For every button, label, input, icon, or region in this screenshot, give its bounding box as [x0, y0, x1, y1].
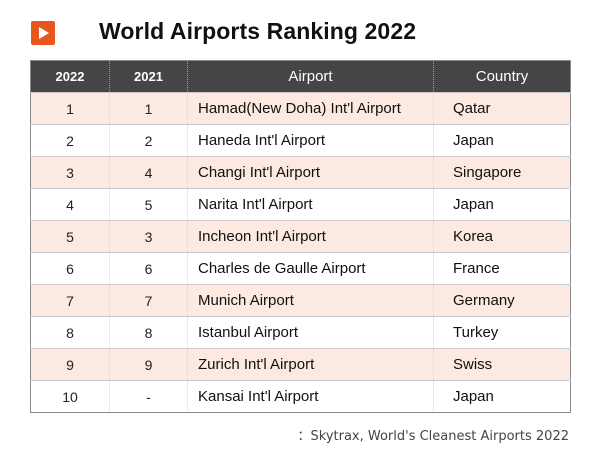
country-cell: Japan	[433, 124, 571, 157]
table-row: 9 9 Zurich Int'l Airport Swiss	[30, 348, 571, 381]
rank-2021-cell: 8	[109, 316, 188, 349]
airport-name-cell: Haneda Int'l Airport	[187, 124, 434, 157]
rank-2021-cell: 3	[109, 220, 188, 253]
rank-2021-cell: 7	[109, 284, 188, 317]
table-row: 8 8 Istanbul Airport Turkey	[30, 316, 571, 349]
rank-2021-cell: 4	[109, 156, 188, 189]
country-cell: Qatar	[433, 92, 571, 125]
rank-2022-cell: 9	[30, 348, 110, 381]
play-icon	[31, 21, 55, 45]
airport-name-cell: Charles de Gaulle Airport	[187, 252, 434, 285]
airport-name-cell: Zurich Int'l Airport	[187, 348, 434, 381]
country-cell: France	[433, 252, 571, 285]
airport-name-cell: Kansai Int'l Airport	[187, 380, 434, 413]
table-row: 5 3 Incheon Int'l Airport Korea	[30, 220, 571, 253]
rank-2022-cell: 8	[30, 316, 110, 349]
rank-2022-cell: 2	[30, 124, 110, 157]
table-row: 2 2 Haneda Int'l Airport Japan	[30, 124, 571, 157]
rank-2022-cell: 1	[30, 92, 110, 125]
country-cell: Singapore	[433, 156, 571, 189]
page-title: World Airports Ranking 2022	[99, 18, 417, 44]
table-row: 7 7 Munich Airport Germany	[30, 284, 571, 317]
rank-2022-cell: 3	[30, 156, 110, 189]
country-cell: Japan	[433, 188, 571, 221]
rank-2022-cell: 5	[30, 220, 110, 253]
airport-name-cell: Hamad(New Doha) Int'l Airport	[187, 92, 434, 125]
rank-2021-cell: 1	[109, 92, 188, 125]
country-cell: Germany	[433, 284, 571, 317]
table-row: 10- Kansai Int'l Airport Japan	[30, 380, 571, 413]
rank-2021-cell: 5	[109, 188, 188, 221]
airport-name-cell: Munich Airport	[187, 284, 434, 317]
airport-name-cell: Incheon Int'l Airport	[187, 220, 434, 253]
column-header-2021: 2021	[109, 60, 188, 93]
rank-2021-cell: 2	[109, 124, 188, 157]
source-note: ：Skytrax, World's Cleanest Airports 2022	[297, 429, 570, 444]
rank-2022-cell: 7	[30, 284, 110, 317]
rank-2021-cell: -	[109, 380, 188, 413]
column-header-2022: 2022	[30, 60, 110, 93]
table-header-row: 2022 2021 Airport Country	[30, 60, 571, 93]
ranking-table: 2022 2021 Airport Country 1 1 Hamad(New Do…	[30, 60, 571, 413]
rank-2021-cell: 6	[109, 252, 188, 285]
rank-2022-cell: 4	[30, 188, 110, 221]
table-row: 6 6 Charles de Gaulle Airport France	[30, 252, 571, 285]
table-row: 3 4 Changi Int'l Airport Singapore	[30, 156, 571, 189]
rank-2021-cell: 9	[109, 348, 188, 381]
country-cell: Korea	[433, 220, 571, 253]
country-cell: Japan	[433, 380, 571, 413]
rank-2022-cell: 10	[30, 380, 110, 413]
table-row: 1 1 Hamad(New Doha) Int'l Airport Qatar	[30, 92, 571, 125]
column-header-airport: Airport	[187, 60, 434, 93]
table-row: 4 5 Narita Int'l Airport Japan	[30, 188, 571, 221]
airport-name-cell: Narita Int'l Airport	[187, 188, 434, 221]
country-cell: Turkey	[433, 316, 571, 349]
table-body: 1 1 Hamad(New Doha) Int'l Airport Qatar 2 2 Ha…	[30, 92, 571, 413]
airport-name-cell: Changi Int'l Airport	[187, 156, 434, 189]
airport-name-cell: Istanbul Airport	[187, 316, 434, 349]
country-cell: Swiss	[433, 348, 571, 381]
column-header-country: Country	[433, 60, 571, 93]
rank-2022-cell: 6	[30, 252, 110, 285]
